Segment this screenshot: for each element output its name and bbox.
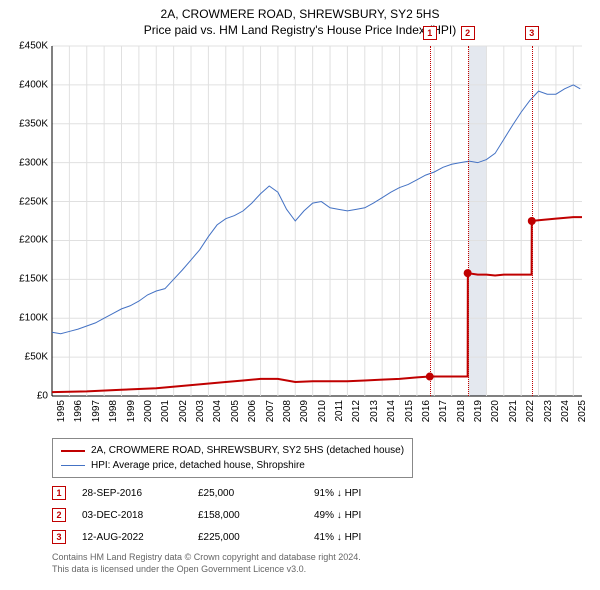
y-tick-label: £0 (37, 391, 48, 402)
flag-marker: 3 (525, 26, 539, 40)
x-tick-label: 2006 (247, 400, 258, 422)
event-price: £25,000 (198, 488, 298, 499)
x-tick-label: 2024 (560, 400, 571, 422)
flag-line (430, 46, 431, 396)
y-tick-label: £250K (19, 196, 48, 207)
event-delta: 41% ↓ HPI (314, 532, 434, 543)
x-tick-label: 1998 (108, 400, 119, 422)
footer-line-1: Contains HM Land Registry data © Crown c… (52, 552, 361, 564)
x-tick-label: 2023 (543, 400, 554, 422)
x-tick-label: 2007 (265, 400, 276, 422)
legend-item: 2A, CROWMERE ROAD, SHREWSBURY, SY2 5HS (… (61, 443, 404, 458)
x-tick-label: 1996 (73, 400, 84, 422)
chart-title: 2A, CROWMERE ROAD, SHREWSBURY, SY2 5HS (0, 0, 600, 23)
x-tick-label: 2013 (369, 400, 380, 422)
flag-marker: 1 (423, 26, 437, 40)
x-tick-label: 2005 (230, 400, 241, 422)
x-tick-label: 2009 (299, 400, 310, 422)
x-tick-label: 2020 (490, 400, 501, 422)
legend-label: 2A, CROWMERE ROAD, SHREWSBURY, SY2 5HS (… (91, 443, 404, 458)
flag-line (468, 46, 469, 396)
x-tick-label: 2004 (212, 400, 223, 422)
x-tick-label: 1995 (56, 400, 67, 422)
y-tick-label: £50K (25, 352, 48, 363)
footer-line-2: This data is licensed under the Open Gov… (52, 564, 361, 576)
event-delta: 49% ↓ HPI (314, 510, 434, 521)
flag-line (532, 46, 533, 396)
y-tick-label: £450K (19, 41, 48, 52)
x-tick-label: 1999 (126, 400, 137, 422)
x-tick-label: 2011 (334, 400, 345, 422)
x-tick-label: 2025 (577, 400, 588, 422)
event-row: 1 28-SEP-2016 £25,000 91% ↓ HPI (52, 482, 582, 504)
y-tick-label: £350K (19, 118, 48, 129)
event-flag: 2 (52, 508, 66, 522)
x-tick-label: 1997 (91, 400, 102, 422)
legend-swatch (61, 465, 85, 466)
x-tick-label: 2002 (178, 400, 189, 422)
footer-attribution: Contains HM Land Registry data © Crown c… (52, 552, 361, 575)
x-tick-label: 2000 (143, 400, 154, 422)
legend: 2A, CROWMERE ROAD, SHREWSBURY, SY2 5HS (… (52, 438, 413, 478)
y-tick-label: £200K (19, 235, 48, 246)
event-date: 03-DEC-2018 (82, 510, 182, 521)
event-date: 28-SEP-2016 (82, 488, 182, 499)
legend-label: HPI: Average price, detached house, Shro… (91, 458, 305, 473)
event-price: £158,000 (198, 510, 298, 521)
event-date: 12-AUG-2022 (82, 532, 182, 543)
y-tick-label: £300K (19, 157, 48, 168)
x-tick-label: 2022 (525, 400, 536, 422)
x-tick-label: 2008 (282, 400, 293, 422)
y-tick-label: £150K (19, 274, 48, 285)
series-hpi (52, 85, 580, 334)
x-tick-label: 2019 (473, 400, 484, 422)
x-tick-label: 2001 (160, 400, 171, 422)
x-tick-label: 2010 (317, 400, 328, 422)
event-flag: 1 (52, 486, 66, 500)
x-tick-label: 2018 (456, 400, 467, 422)
y-tick-label: £100K (19, 313, 48, 324)
events-table: 1 28-SEP-2016 £25,000 91% ↓ HPI 2 03-DEC-2018… (52, 482, 582, 548)
chart-subtitle: Price paid vs. HM Land Registry's House … (0, 23, 600, 41)
legend-item: HPI: Average price, detached house, Shro… (61, 458, 404, 473)
event-flag: 3 (52, 530, 66, 544)
x-tick-label: 2017 (438, 400, 449, 422)
x-tick-label: 2016 (421, 400, 432, 422)
x-tick-label: 2015 (404, 400, 415, 422)
event-row: 2 03-DEC-2018 £158,000 49% ↓ HPI (52, 504, 582, 526)
flag-marker: 2 (461, 26, 475, 40)
event-row: 3 12-AUG-2022 £225,000 41% ↓ HPI (52, 526, 582, 548)
x-tick-label: 2014 (386, 400, 397, 422)
event-price: £225,000 (198, 532, 298, 543)
x-tick-label: 2012 (351, 400, 362, 422)
x-tick-label: 2003 (195, 400, 206, 422)
event-delta: 91% ↓ HPI (314, 488, 434, 499)
x-tick-label: 2021 (508, 400, 519, 422)
chart-plot-area: £0£50K£100K£150K£200K£250K£300K£350K£400… (52, 46, 582, 396)
legend-swatch (61, 450, 85, 452)
y-tick-label: £400K (19, 79, 48, 90)
